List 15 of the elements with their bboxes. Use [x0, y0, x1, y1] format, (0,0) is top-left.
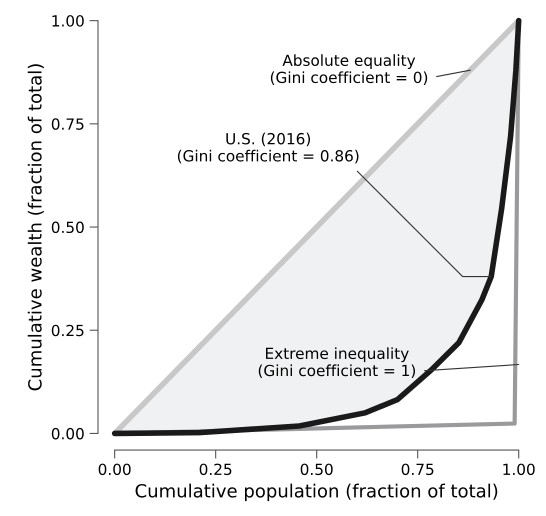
y-tick-label: 0.75 — [52, 118, 84, 130]
x-tick-label: 0.50 — [300, 464, 333, 476]
y-tick-label: 0.00 — [52, 428, 84, 440]
x-tick-label: 0.75 — [402, 464, 434, 476]
annotation: U.S. (2016) (Gini coefficient = 0.86) — [178, 132, 358, 164]
x-tick-label: 0.25 — [200, 464, 232, 476]
y-tick-label: 0.25 — [52, 324, 84, 336]
x-tick-label: 1.00 — [503, 464, 535, 476]
annotation: Extreme inequality (Gini coefficient = 1) — [258, 347, 416, 378]
x-tick-label: 0.00 — [98, 464, 131, 476]
y-tick-label: 1.00 — [52, 15, 84, 27]
x-axis-title: Cumulative population (fraction of total) — [136, 484, 498, 502]
y-axis-title: Cumulative wealth (fraction of total) — [28, 64, 44, 390]
y-tick-label: 0.50 — [52, 222, 84, 234]
annotation: Absolute equality (Gini coefficient = 0) — [270, 54, 428, 85]
